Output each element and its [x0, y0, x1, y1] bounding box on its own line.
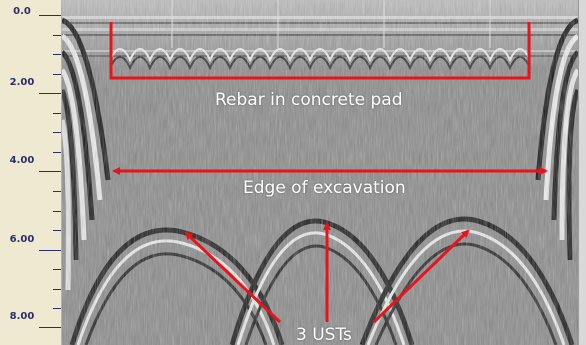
tick-major	[39, 93, 61, 94]
rebar-bracket	[109, 22, 531, 80]
tick-minor	[53, 269, 61, 270]
depth-label-6: 6.00	[9, 234, 35, 245]
tick-minor	[53, 35, 61, 36]
vertical-scrollbar[interactable]	[578, 0, 586, 345]
tick-minor	[53, 289, 61, 290]
edge-label: Edge of excavation	[243, 178, 406, 198]
usts-label: 3 USTs	[296, 325, 352, 345]
tick-major	[39, 250, 61, 251]
tick-major	[39, 15, 61, 16]
tick-minor	[53, 211, 61, 212]
depth-label-2: 2.00	[9, 77, 35, 88]
tick-major	[39, 327, 61, 328]
tick-minor	[53, 74, 61, 75]
depth-label-0: 0.0	[13, 6, 31, 17]
tick-major	[39, 171, 61, 172]
depth-label-4: 4.00	[9, 155, 35, 166]
tick-minor	[53, 132, 61, 133]
depth-label-8: 8.00	[9, 311, 35, 322]
tick-minor	[53, 152, 61, 153]
ust-arrows	[184, 222, 470, 324]
rebar-label: Rebar in concrete pad	[215, 90, 403, 110]
radargram-image	[62, 0, 578, 345]
tick-minor	[53, 113, 61, 114]
tick-minor	[53, 191, 61, 192]
tick-minor	[53, 54, 61, 55]
tick-minor	[53, 230, 61, 231]
depth-ruler: 0.0 2.00 4.00 6.00 8.00	[0, 0, 62, 345]
tick-minor	[53, 308, 61, 309]
